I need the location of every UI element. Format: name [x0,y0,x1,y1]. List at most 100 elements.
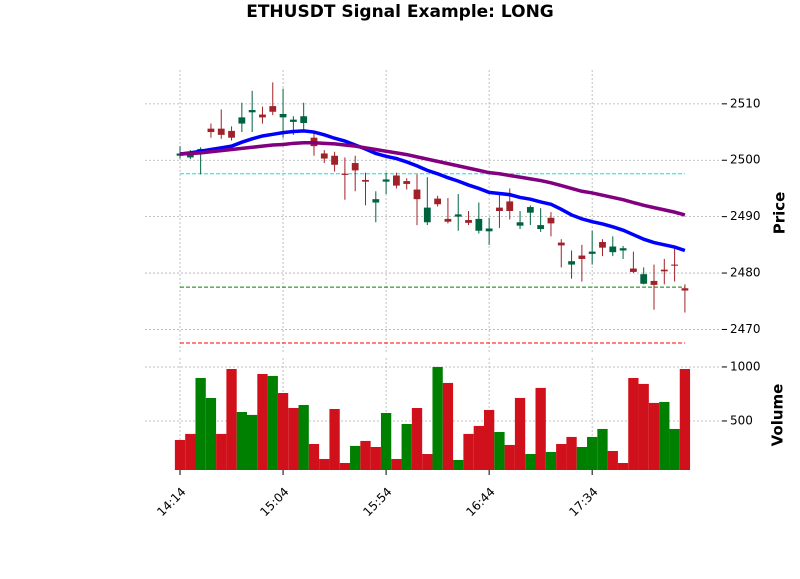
candle-body [413,189,421,200]
volume-bar [628,377,639,470]
volume-bar [422,454,433,470]
moving-average [179,129,686,253]
candle-body [331,155,338,165]
volume-bar [535,387,546,470]
volume-bar [659,401,670,470]
candle-body [351,163,359,171]
volume-bar [556,443,567,470]
volume-bar [360,440,371,470]
candle-body [506,201,514,211]
candle-body [485,228,493,232]
volume-bar [205,397,217,470]
candle-body [671,264,679,266]
volume-bar [607,450,618,470]
candle-body [269,106,277,112]
y-tick-label: 500 [730,413,753,427]
candle-body [372,199,380,203]
volume-bar [247,414,258,470]
y-tick-label: 2510 [730,96,761,110]
y-tick-label: 2490 [730,209,761,223]
candle-body [547,217,555,224]
volume-bar [411,408,423,470]
volume-bar [329,408,340,470]
candle-body [362,179,369,182]
candle-body [444,218,452,222]
chart-title: ETHUSDT Signal Example: LONG [246,2,554,22]
volume-bar [308,443,320,470]
volume-bar [504,444,515,470]
candle-body [259,114,266,118]
volume-bar [370,446,381,470]
moving-average [179,141,686,217]
volume-bar [288,408,299,470]
volume-bar [277,392,289,470]
y-tick-label: 2480 [730,266,761,280]
candle-body [557,242,565,246]
volume-bar [226,369,237,470]
volume-bar [514,397,526,470]
volume-bar [473,425,484,470]
volume-bar [525,454,536,470]
candle-body [217,128,225,135]
volume-bar [339,462,351,470]
volume-bar [391,458,402,470]
candle-body [176,153,184,156]
volume-bar [257,373,268,470]
volume-bar [319,458,330,470]
candle-body [320,153,328,159]
candle-body [465,220,472,223]
volume-bar [236,412,248,470]
candle-body [238,117,246,124]
candle-body [619,248,627,251]
candle-body [207,128,215,133]
candle-body [496,207,503,211]
candle-body [640,274,648,284]
candle-body [578,255,586,259]
volume-bar [483,409,495,470]
volume-bar [401,423,412,470]
volume-bar [638,383,649,470]
candle-body [526,207,534,213]
candle-body [516,222,524,226]
volume-bar [597,428,608,470]
price-axis-label: Price [771,192,789,235]
candle-body [475,218,483,231]
candle-body [341,173,349,175]
volume-bar [617,462,629,470]
candle-body [393,175,400,186]
volume-bar [195,377,206,470]
volume-bar [453,459,464,470]
candle-body [588,251,596,254]
candle-body [228,130,235,138]
candle-body [629,268,637,272]
volume-bar [576,446,588,470]
candle-body [599,242,606,248]
volume-bar [442,382,454,470]
volume-bar [350,445,361,470]
candle-body [609,246,617,253]
y-tick-label: 1000 [730,359,761,373]
volume-bar [648,402,660,470]
candle-body [403,181,411,184]
volume-bar [494,431,505,470]
candle-body [434,198,442,205]
volume-bar [566,436,577,470]
candle-body [660,269,668,272]
volume-bar [669,428,680,470]
volume-bar [174,439,186,470]
volume-bar [679,369,691,470]
volume-bar [216,433,227,470]
candle-body [568,261,575,265]
volume-bar [298,404,309,470]
candle-body [681,288,689,291]
volume-bar [463,433,474,470]
volume-bar [587,436,598,470]
candle-body [650,280,658,285]
volume-axis-label: Volume [769,384,787,447]
candle-body [279,113,287,118]
candle-body [454,214,462,217]
y-tick-label: 2500 [730,153,761,167]
y-tick-label: 2470 [730,322,761,336]
candle-body [382,179,390,182]
